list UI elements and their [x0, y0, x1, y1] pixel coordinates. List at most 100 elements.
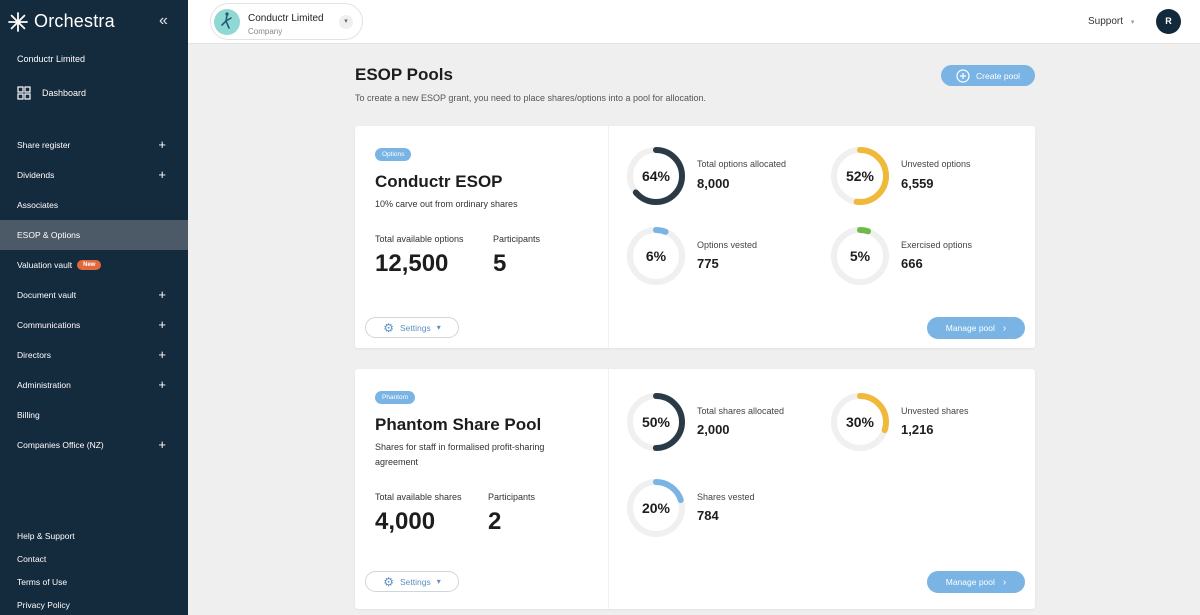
settings-button[interactable]: ⚙ Settings ▾ — [365, 317, 459, 338]
plus-circle-icon — [956, 68, 970, 83]
expand-plus-icon[interactable]: + — [158, 347, 166, 362]
sidebar-item-dividends[interactable]: Dividends + — [0, 160, 188, 190]
donut-chart: 50% — [625, 391, 687, 453]
sidebar-item-label: Communications — [17, 320, 81, 330]
footer-link-contact[interactable]: Contact — [17, 554, 47, 564]
donut-chart: 5% — [829, 225, 891, 287]
pool-name: Conductr ESOP — [375, 172, 503, 191]
sidebar-item-share-register[interactable]: Share register + — [0, 130, 188, 160]
sidebar-item-billing[interactable]: Billing — [0, 400, 188, 430]
sidebar-nav: Share register + Dividends + Associates … — [0, 130, 188, 460]
create-pool-button[interactable]: Create pool — [941, 65, 1035, 86]
participants-value: 5 — [493, 250, 507, 277]
metric-value: 2,000 — [697, 422, 730, 437]
pool-name: Phantom Share Pool — [375, 415, 542, 434]
footer-link-privacy[interactable]: Privacy Policy — [17, 600, 70, 610]
chevron-right-icon: › — [1002, 322, 1007, 334]
sidebar-item-communications[interactable]: Communications + — [0, 310, 188, 340]
support-label: Support — [1088, 16, 1124, 27]
support-menu[interactable]: Support ▾ — [1088, 16, 1134, 27]
new-badge: New — [77, 260, 102, 270]
donut-ring — [627, 227, 685, 285]
dashboard-grid-icon — [17, 86, 31, 100]
manage-pool-label: Manage pool — [945, 323, 995, 333]
dashboard-label: Dashboard — [42, 88, 87, 98]
sidebar-item-administration[interactable]: Administration + — [0, 370, 188, 400]
donut-ring — [627, 479, 685, 537]
sidebar-item-valuation-vault[interactable]: Valuation vault New — [0, 250, 188, 280]
donut-percent: 50% — [641, 414, 671, 430]
donut-arc — [831, 227, 889, 285]
company-type: Company — [248, 27, 283, 36]
sidebar-item-label: Companies Office (NZ) — [17, 440, 104, 450]
metric-value: 784 — [697, 508, 719, 523]
user-avatar[interactable]: R — [1156, 9, 1181, 34]
pool-card: Options Conductr ESOP 10% carve out from… — [355, 126, 1035, 348]
metric-value: 666 — [901, 256, 923, 271]
gear-icon: ⚙ — [383, 574, 395, 589]
sidebar-item-label: Share register — [17, 140, 71, 150]
expand-plus-icon[interactable]: + — [158, 377, 166, 392]
company-switcher[interactable]: Conductr Limited Company ▾ — [210, 3, 363, 40]
footer-link-terms[interactable]: Terms of Use — [17, 577, 68, 587]
sidebar-item-label: Billing — [17, 410, 40, 420]
donut-ring — [831, 393, 889, 451]
donut-chart: 6% — [625, 225, 687, 287]
sidebar-item-label: Document vault — [17, 290, 77, 300]
metric-label: Unvested shares — [901, 406, 969, 416]
donut-arc — [831, 147, 889, 205]
sidebar-item-directors[interactable]: Directors + — [0, 340, 188, 370]
expand-plus-icon[interactable]: + — [158, 437, 166, 452]
top-bar: Conductr Limited Company ▾ Support ▾ R — [188, 0, 1200, 44]
donut-chart: 30% — [829, 391, 891, 453]
donut-percent: 30% — [845, 414, 875, 430]
manage-pool-button[interactable]: Manage pool › — [927, 317, 1025, 339]
donut-ring — [831, 147, 889, 205]
donut-arc — [627, 227, 685, 285]
settings-button[interactable]: ⚙ Settings ▾ — [365, 571, 459, 592]
sidebar-item-associates[interactable]: Associates — [0, 190, 188, 220]
sidebar: Orchestra « Conductr Limited Dashboard S… — [0, 0, 188, 615]
sidebar-item-dashboard[interactable]: Dashboard — [17, 86, 86, 100]
metric-label: Total shares allocated — [697, 406, 785, 416]
collapse-sidebar-icon[interactable]: « — [159, 12, 168, 29]
metric-label: Shares vested — [697, 492, 755, 502]
manage-pool-button[interactable]: Manage pool › — [927, 571, 1025, 593]
card-divider — [608, 369, 609, 609]
metric-label: Unvested options — [901, 159, 971, 169]
donut-arc — [627, 147, 685, 205]
expand-plus-icon[interactable]: + — [158, 317, 166, 332]
card-divider — [608, 126, 609, 348]
sidebar-item-label: Directors — [17, 350, 52, 360]
donut-percent: 52% — [845, 168, 875, 184]
pool-type-tag: Phantom — [375, 391, 416, 404]
metric-label: Total options allocated — [697, 159, 787, 169]
footer-link-help-support[interactable]: Help & Support — [17, 531, 75, 541]
expand-plus-icon[interactable]: + — [158, 287, 166, 302]
sidebar-item-esop-options[interactable]: ESOP & Options — [0, 220, 188, 250]
brand-name: Orchestra — [34, 11, 115, 31]
participants-label: Participants — [488, 492, 536, 502]
sidebar-item-companies-office[interactable]: Companies Office (NZ) + — [0, 430, 188, 460]
brand-logo[interactable]: Orchestra — [8, 11, 115, 32]
donut-arc — [627, 479, 685, 537]
participants-value: 2 — [488, 508, 502, 535]
sidebar-item-document-vault[interactable]: Document vault + — [0, 280, 188, 310]
pool-description: 10% carve out from ordinary shares — [375, 199, 518, 209]
available-label: Total available options — [375, 234, 464, 244]
pool-card: Phantom Phantom Share Pool Shares for st… — [355, 369, 1035, 609]
sidebar-item-label: Valuation vault — [17, 260, 73, 270]
available-value: 4,000 — [375, 508, 436, 535]
chevron-down-icon: ▾ — [339, 15, 353, 29]
metric-label: Options vested — [697, 240, 758, 250]
available-label: Total available shares — [375, 492, 462, 502]
gear-icon: ⚙ — [383, 320, 395, 335]
expand-plus-icon[interactable]: + — [158, 167, 166, 182]
sidebar-item-label: Associates — [17, 200, 59, 210]
donut-percent: 5% — [849, 248, 871, 264]
donut-ring — [831, 227, 889, 285]
settings-label: Settings — [400, 322, 431, 333]
page-title: ESOP Pools — [355, 65, 453, 84]
expand-plus-icon[interactable]: + — [158, 137, 166, 152]
available-value: 12,500 — [375, 250, 449, 277]
